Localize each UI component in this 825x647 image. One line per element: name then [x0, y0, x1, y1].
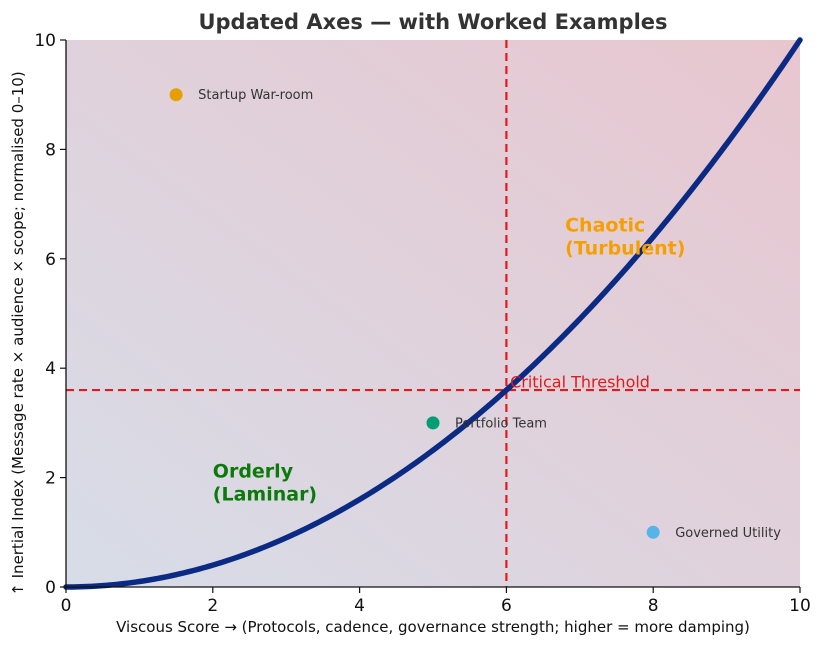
x-tick-label: 8 — [648, 596, 659, 616]
region-label: (Laminar) — [213, 484, 317, 506]
x-tick-label: 0 — [61, 596, 72, 616]
data-point-label: Governed Utility — [675, 526, 781, 541]
x-tick-label: 4 — [354, 596, 365, 616]
y-tick-label: 4 — [45, 359, 56, 379]
data-point-startup-war-room — [169, 88, 183, 102]
x-tick-label: 2 — [207, 596, 218, 616]
data-point-label: Portfolio Team — [455, 416, 547, 431]
region-label: Chaotic — [565, 214, 645, 236]
y-tick-label: 10 — [34, 31, 56, 51]
x-tick-label: 6 — [501, 596, 512, 616]
y-tick-label: 8 — [45, 140, 56, 160]
plot-background — [66, 40, 800, 587]
region-label: Orderly — [213, 461, 294, 483]
x-axis-label: Viscous Score → (Protocols, cadence, gov… — [116, 618, 750, 636]
series-curve-line — [63, 37, 803, 590]
chart-title: Updated Axes — with Worked Examples — [198, 10, 667, 34]
x-tick-label: 10 — [789, 596, 811, 616]
region-label: (Turbulent) — [565, 237, 685, 259]
y-tick-label: 0 — [45, 578, 56, 598]
data-point-governed-utility — [646, 525, 660, 539]
plot-marks: Critical Threshold Startup War-room Portfo… — [63, 37, 803, 590]
critical-threshold-label: Critical Threshold — [510, 372, 650, 391]
data-point-portfolio-team — [426, 416, 440, 430]
y-tick-label: 6 — [45, 250, 56, 270]
y-axis-label: ↑ Inertial Index (Message rate × audienc… — [9, 71, 27, 595]
data-point-label: Startup War-room — [198, 88, 313, 103]
axes: 0 2 4 6 8 10 0 2 4 6 8 10 — [34, 31, 810, 616]
y-tick-label: 2 — [45, 469, 56, 489]
